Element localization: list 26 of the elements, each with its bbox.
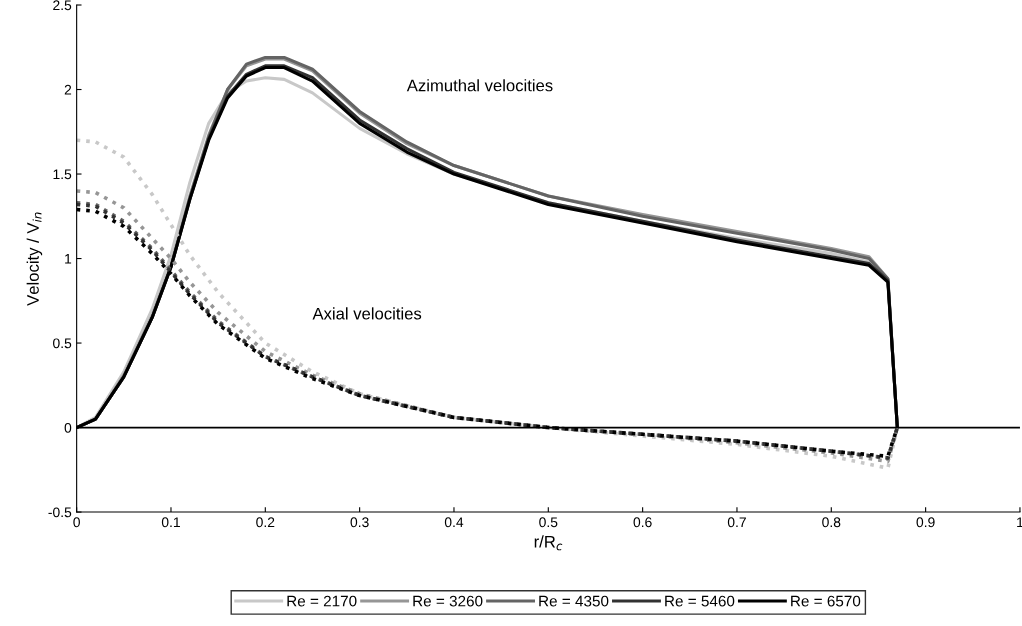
- x-tick-label: 0.3: [350, 517, 369, 528]
- y-tick-label: 0: [64, 422, 72, 433]
- y-axis-title: Velocity / V$_{in}$: [26, 212, 43, 306]
- y-tick-label: 1.5: [53, 169, 72, 180]
- x-tick-label: 0: [73, 517, 80, 528]
- y-tick-label: 2: [64, 84, 72, 95]
- legend-label: Re = 5460: [665, 595, 735, 607]
- annotation: Axial velocities: [312, 307, 422, 320]
- legend-label: Re = 4350: [539, 595, 609, 607]
- x-tick-label: 0.8: [822, 517, 841, 528]
- x-tick-label: 0.5: [539, 517, 558, 528]
- y-tick-label: -0.5: [48, 507, 72, 518]
- x-tick-label: 0.7: [727, 517, 746, 528]
- legend-label: Re = 2170: [287, 595, 357, 607]
- x-tick-label: 0.4: [444, 517, 464, 528]
- y-tick-label: 2.5: [53, 0, 72, 11]
- annotation: Azimuthal velocities: [406, 79, 553, 92]
- x-tick-label: 0.2: [256, 517, 275, 528]
- x-tick-label: 0.9: [916, 517, 935, 528]
- y-tick-label: 0.5: [53, 338, 72, 349]
- y-tick-label: 1: [65, 254, 72, 264]
- legend-label: Re = 6570: [791, 595, 861, 607]
- x-tick-label: 0.6: [633, 517, 652, 528]
- x-tick-label: 0.1: [161, 517, 180, 528]
- legend-label: Re = 3260: [413, 595, 483, 607]
- x-axis-title: r/R$_{c}$: [534, 535, 563, 551]
